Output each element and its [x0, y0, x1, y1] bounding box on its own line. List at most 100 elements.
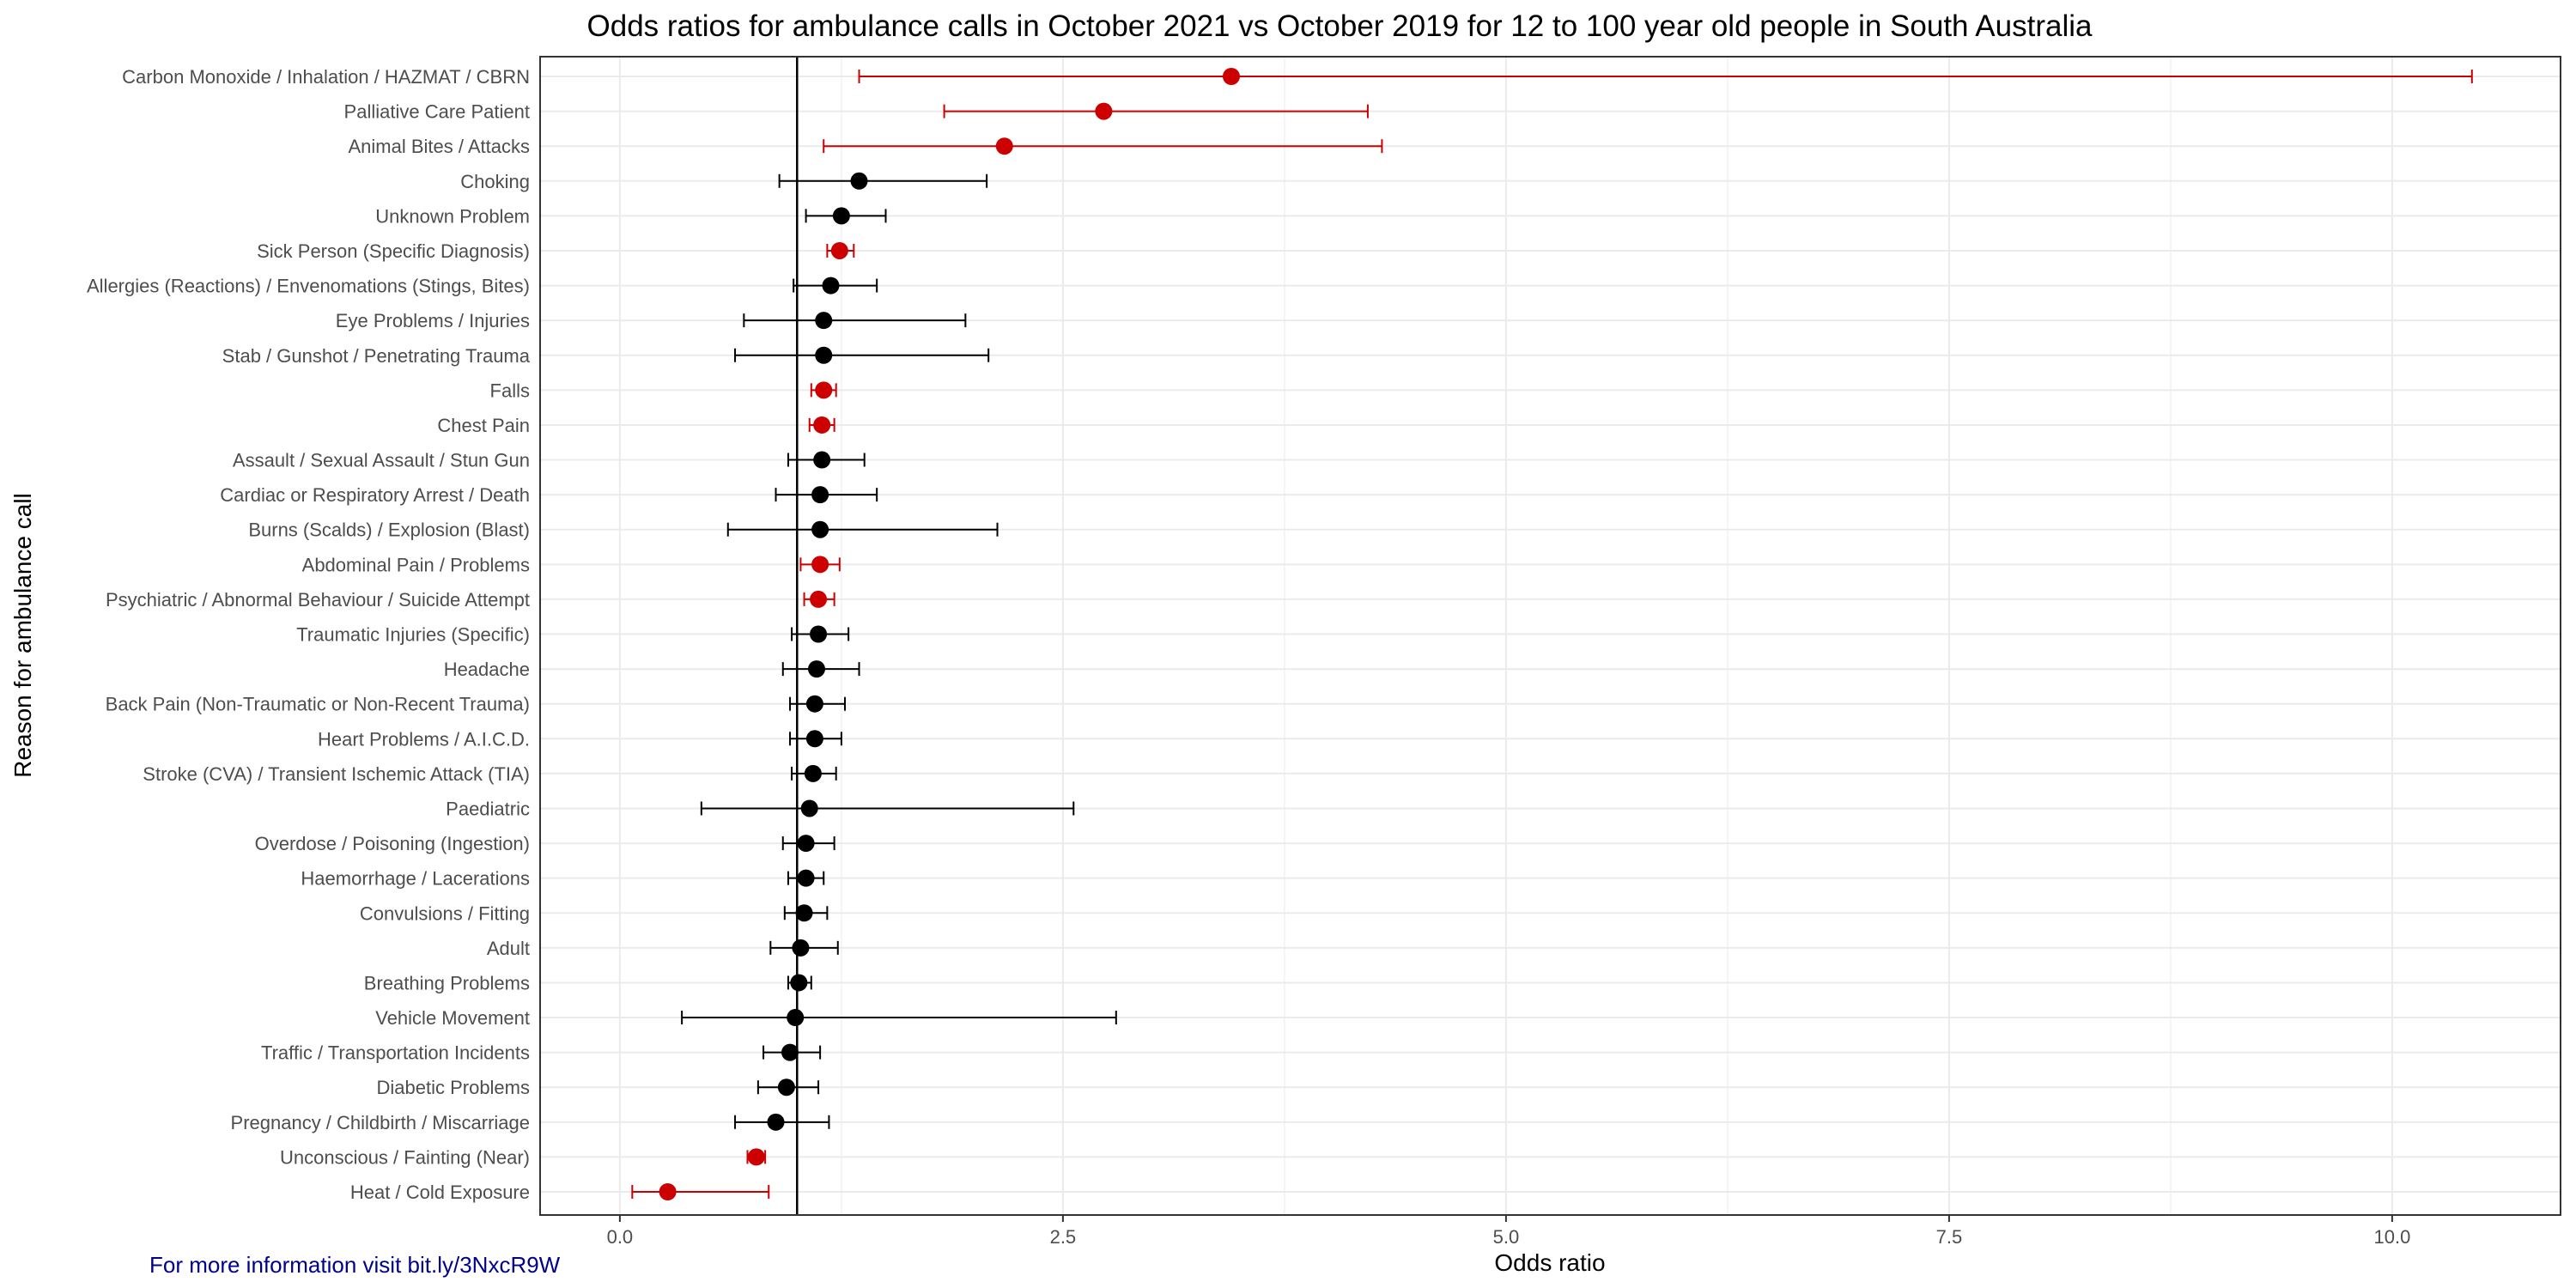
odds-ratio-point [787, 1009, 805, 1027]
odds-ratio-point [811, 486, 829, 504]
odds-ratio-point [815, 346, 833, 364]
data-point-group [726, 520, 999, 538]
data-point-group [810, 381, 837, 399]
category-label: Allergies (Reactions) / Envenomations (S… [87, 276, 530, 297]
odds-ratio-point [800, 799, 818, 817]
odds-ratio-point [807, 660, 825, 678]
odds-ratio-point [832, 207, 850, 225]
data-point-group [858, 68, 2473, 85]
x-tick-label: 7.5 [1936, 1226, 1963, 1248]
odds-ratio-point [790, 974, 808, 992]
data-point-group [700, 799, 1075, 817]
x-tick-label: 2.5 [1050, 1226, 1077, 1248]
grid-lines [540, 57, 2561, 1215]
odds-ratio-point [811, 556, 829, 574]
category-label: Assault / Sexual Assault / Stun Gun [233, 450, 530, 471]
data-point-group [791, 625, 850, 643]
category-label: Headache [444, 659, 530, 680]
category-label: Falls [490, 380, 530, 401]
category-label: Haemorrhage / Lacerations [301, 868, 530, 890]
data-point-group [778, 172, 988, 190]
panel-border [539, 56, 2561, 1216]
data-point-group [756, 1078, 820, 1097]
data-point-group [826, 241, 855, 259]
data-point-group [775, 486, 878, 504]
category-label: Vehicle Movement [375, 1007, 530, 1029]
odds-ratio-point [810, 590, 828, 608]
category-label: Adult [487, 938, 530, 959]
data-point-group [791, 764, 837, 782]
data-point-group [787, 869, 825, 887]
odds-ratio-point [797, 869, 815, 887]
data-marks [631, 68, 2473, 1200]
data-point-group [793, 276, 878, 295]
x-tick-label: 0.0 [607, 1226, 634, 1248]
category-label: Eye Problems / Injuries [336, 310, 530, 331]
odds-ratio-point [781, 1043, 799, 1061]
category-label: Diabetic Problems [376, 1077, 530, 1098]
category-label: Choking [460, 171, 530, 192]
data-point-group [808, 416, 835, 434]
data-point-group [743, 312, 967, 330]
odds-ratio-point [795, 904, 813, 922]
data-point-group [783, 904, 829, 922]
data-point-group [762, 1043, 822, 1061]
data-point-group [787, 451, 866, 469]
data-point-group [789, 695, 847, 713]
category-label: Carbon Monoxide / Inhalation / HAZMAT / … [122, 66, 530, 88]
category-label: Stab / Gunshot / Penetrating Trauma [222, 345, 531, 367]
odds-ratio-point [822, 276, 840, 295]
odds-ratio-point [815, 312, 833, 330]
category-label: Breathing Problems [364, 972, 530, 993]
data-point-group [769, 939, 839, 957]
odds-ratio-point [1095, 102, 1113, 120]
category-label: Heat / Cold Exposure [350, 1182, 530, 1203]
data-point-group [781, 660, 860, 678]
data-point-group [746, 1148, 767, 1166]
odds-ratio-point [830, 241, 848, 259]
data-point-group [823, 137, 1383, 155]
category-label: Convulsions / Fitting [360, 902, 530, 924]
category-label: Cardiac or Respiratory Arrest / Death [220, 484, 530, 506]
data-point-group [734, 1113, 830, 1131]
category-label: Heart Problems / A.I.C.D. [318, 728, 530, 750]
category-label: Chest Pain [437, 415, 530, 436]
x-axis-title: Odds ratio [1494, 1249, 1605, 1276]
category-label: Sick Person (Specific Diagnosis) [257, 240, 530, 262]
data-point-group [799, 556, 841, 574]
data-point-group [805, 207, 887, 225]
category-label: Palliative Care Patient [344, 101, 530, 123]
category-label: Unknown Problem [375, 205, 530, 227]
category-label: Burns (Scalds) / Explosion (Blast) [248, 519, 530, 541]
category-label: Traumatic Injuries (Specific) [296, 624, 530, 646]
category-label: Overdose / Poisoning (Ingestion) [255, 833, 530, 854]
odds-ratio-point [805, 730, 823, 748]
category-label: Paediatric [446, 798, 530, 819]
odds-ratio-point [815, 381, 833, 399]
data-point-group [681, 1009, 1117, 1027]
odds-ratio-point [804, 764, 822, 782]
odds-ratio-point [767, 1113, 785, 1131]
category-label: Stroke (CVA) / Transient Ischemic Attack… [143, 763, 530, 785]
odds-ratio-point [850, 172, 868, 190]
odds-ratio-point [747, 1148, 765, 1166]
x-tick-label: 5.0 [1493, 1226, 1520, 1248]
x-tick-labels: 0.0 2.5 5.0 7.5 10.0 [607, 1215, 2410, 1248]
data-point-group [734, 346, 990, 364]
odds-ratio-point [813, 416, 831, 434]
category-label: Abdominal Pain / Problems [302, 554, 530, 575]
category-label: Traffic / Transportation Incidents [261, 1042, 530, 1064]
odds-ratio-point [813, 451, 831, 469]
info-caption: For more information visit bit.ly/3NxcR9… [149, 1252, 561, 1278]
category-label: Back Pain (Non-Traumatic or Non-Recent T… [106, 694, 530, 715]
category-label: Unconscious / Fainting (Near) [280, 1146, 530, 1168]
y-axis-title: Reason for ambulance call [9, 493, 36, 778]
odds-ratio-point [792, 939, 810, 957]
odds-ratio-point [777, 1078, 795, 1097]
chart-title: Odds ratios for ambulance calls in Octob… [587, 9, 2093, 43]
data-point-group [803, 590, 835, 608]
data-point-group [787, 974, 812, 992]
odds-ratio-point [659, 1183, 677, 1200]
category-label: Animal Bites / Attacks [348, 136, 530, 157]
